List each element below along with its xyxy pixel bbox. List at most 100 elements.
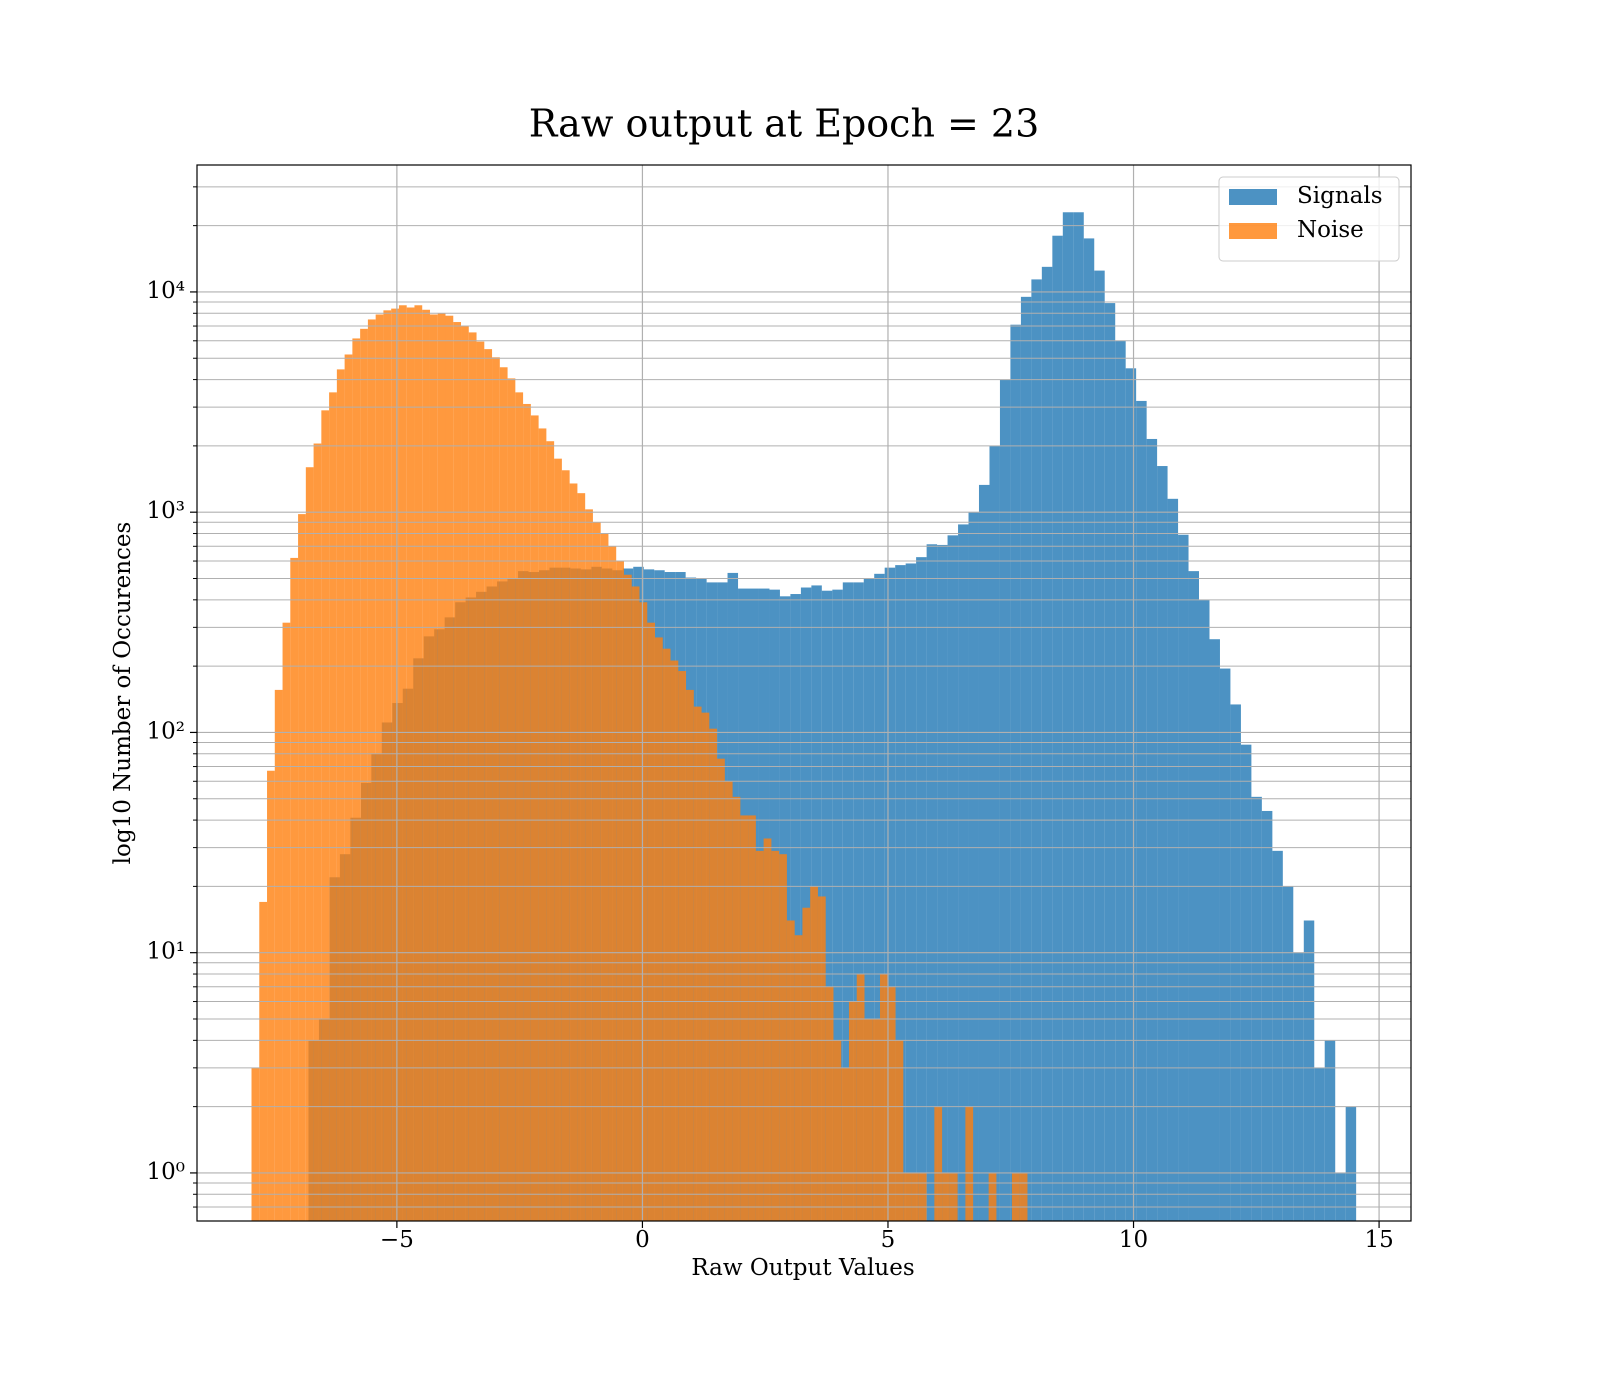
- x-tick-label: 15: [1364, 1227, 1393, 1253]
- bar: [336, 369, 345, 1221]
- bar: [585, 509, 593, 1221]
- bar: [841, 1067, 849, 1221]
- bar: [655, 637, 663, 1221]
- bar: [1125, 368, 1137, 1221]
- bar: [251, 1067, 260, 1221]
- bar: [445, 315, 454, 1221]
- bar: [709, 728, 718, 1221]
- bars: [251, 212, 1357, 1221]
- bar: [918, 1172, 927, 1221]
- bar: [755, 850, 764, 1221]
- bar: [352, 338, 361, 1221]
- bar: [1062, 212, 1074, 1221]
- bar: [1345, 1106, 1357, 1221]
- bar: [916, 557, 927, 1221]
- bar: [375, 314, 384, 1221]
- bar: [461, 326, 469, 1221]
- bar: [1041, 266, 1053, 1221]
- bar: [853, 582, 864, 1221]
- bar: [1209, 639, 1220, 1221]
- bar: [1272, 850, 1283, 1221]
- bar: [1178, 534, 1189, 1221]
- bar: [507, 378, 516, 1221]
- plot-frame: [196, 164, 1412, 1222]
- x-axis-label: Raw Output Values: [691, 1255, 914, 1281]
- bar: [887, 986, 896, 1221]
- bar: [391, 308, 399, 1221]
- legend-swatch: [1229, 223, 1277, 239]
- bar: [989, 445, 1000, 1221]
- bar: [856, 974, 865, 1221]
- bar: [949, 1172, 958, 1221]
- grid: [197, 165, 1411, 1221]
- bar: [383, 310, 392, 1221]
- bar: [523, 403, 531, 1221]
- bar: [693, 706, 702, 1221]
- bar: [1083, 238, 1095, 1221]
- bar: [623, 574, 632, 1221]
- bar: [546, 441, 555, 1221]
- bar: [786, 920, 795, 1221]
- bar: [414, 305, 423, 1221]
- bar: [763, 838, 772, 1221]
- bar: [1031, 279, 1042, 1221]
- bar: [817, 896, 826, 1221]
- bar: [701, 712, 710, 1221]
- bar: [1282, 886, 1294, 1221]
- y-tick-label: 10⁴: [147, 278, 186, 304]
- bar: [1240, 744, 1252, 1221]
- bar: [267, 770, 275, 1221]
- bar: [848, 1001, 857, 1221]
- bar: [926, 544, 938, 1221]
- bar: [864, 1018, 873, 1221]
- y-tick-label: 10³: [147, 498, 186, 524]
- legend: Signals Noise: [1218, 176, 1400, 262]
- bar: [453, 322, 462, 1221]
- bar: [988, 1172, 997, 1221]
- bar: [569, 483, 578, 1221]
- bar: [1335, 1172, 1346, 1221]
- bar: [1167, 498, 1179, 1221]
- bar: [802, 907, 811, 1221]
- bar: [748, 815, 756, 1221]
- bar: [437, 313, 446, 1221]
- bar: [344, 354, 353, 1221]
- bar: [934, 1106, 943, 1221]
- bar: [863, 578, 875, 1221]
- bar: [903, 1172, 912, 1221]
- bar: [1303, 920, 1315, 1221]
- bar: [717, 758, 725, 1221]
- bar: [942, 1172, 950, 1221]
- bar: [821, 590, 833, 1221]
- bar: [1188, 571, 1199, 1221]
- bar: [686, 689, 694, 1221]
- bar: [911, 1172, 919, 1221]
- bar: [1094, 270, 1105, 1221]
- y-tick-label: 10⁰: [147, 1159, 186, 1185]
- bar: [561, 470, 570, 1221]
- bar: [406, 307, 415, 1221]
- bar: [800, 587, 812, 1221]
- bar: [600, 533, 609, 1221]
- bar: [492, 357, 500, 1221]
- bar: [367, 319, 376, 1221]
- bar: [779, 854, 787, 1221]
- bar: [794, 935, 803, 1221]
- bar: [999, 379, 1011, 1221]
- bar: [905, 563, 917, 1221]
- bar: [958, 524, 969, 1221]
- bar: [530, 415, 539, 1221]
- bar: [937, 544, 948, 1221]
- bar: [647, 622, 656, 1221]
- bar: [484, 349, 493, 1221]
- bar: [947, 535, 959, 1221]
- bar: [329, 392, 337, 1221]
- y-tick-label: 10¹: [147, 939, 186, 965]
- bar: [499, 367, 508, 1221]
- bar: [1251, 796, 1262, 1221]
- bar: [670, 660, 679, 1221]
- axes: −5 0 5 10 15 10⁰ 10¹ 10² 10³ 10⁴: [147, 186, 1394, 1253]
- legend-label: Signals: [1297, 183, 1383, 209]
- bar: [468, 332, 477, 1221]
